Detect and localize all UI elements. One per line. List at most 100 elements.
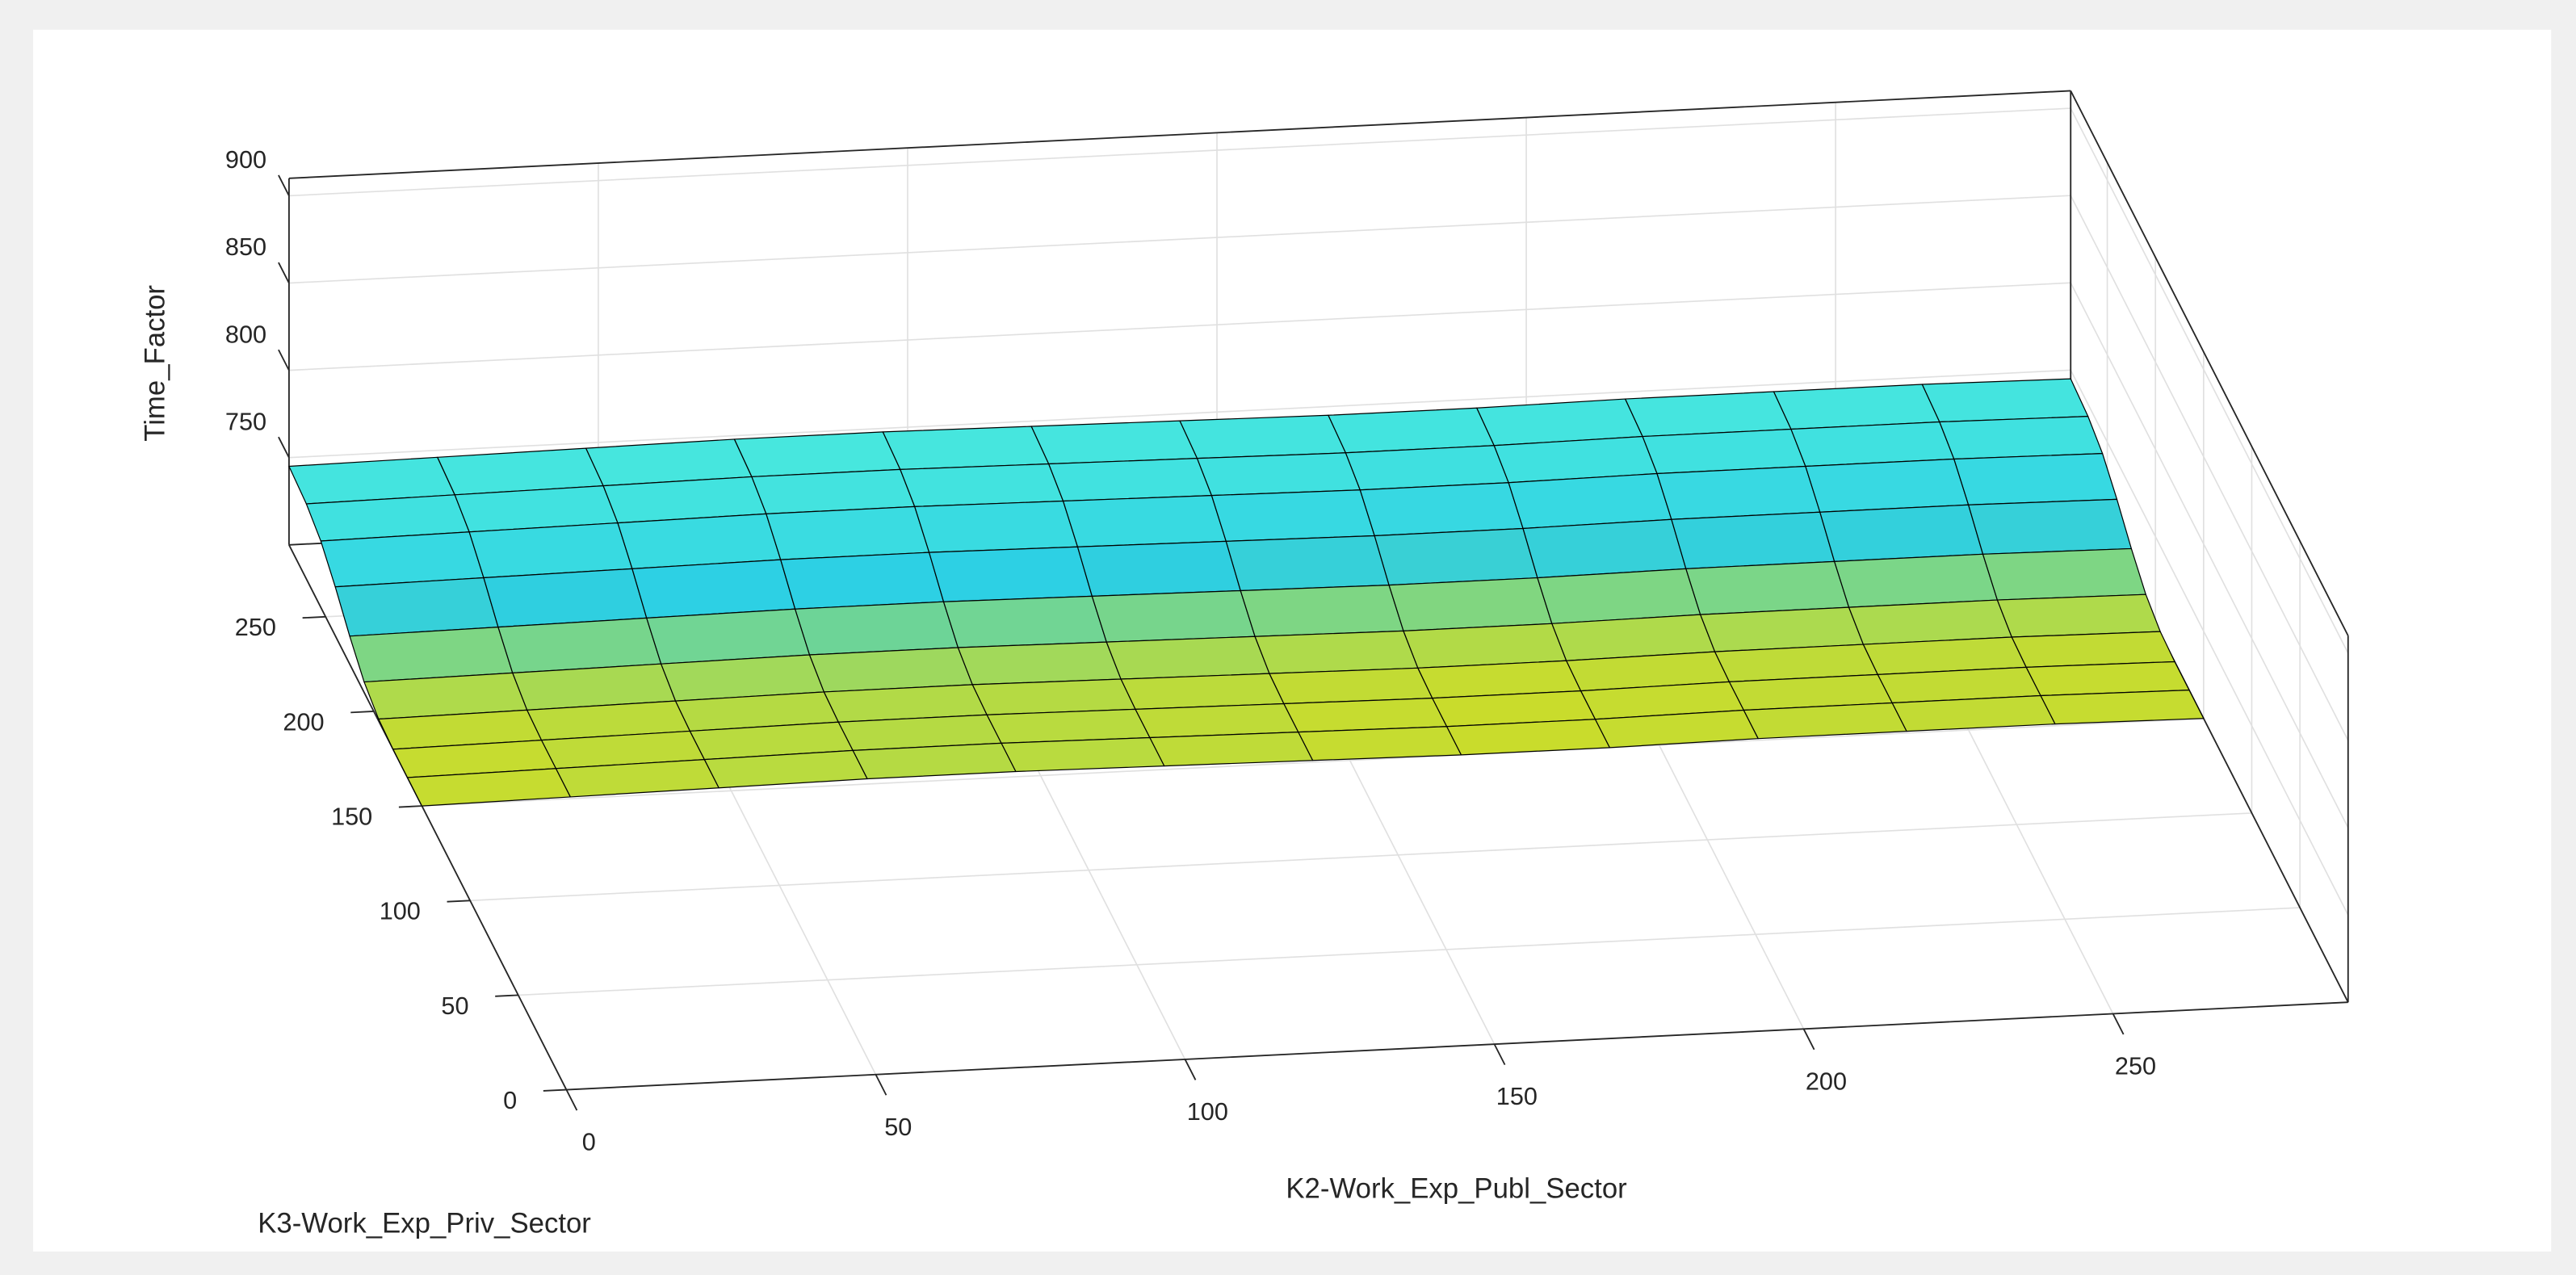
grid-line xyxy=(518,907,2301,996)
surface-patch xyxy=(1298,726,1462,761)
z-tick-label: 750 xyxy=(225,408,266,435)
surface-patch xyxy=(1848,599,2012,645)
surface-patch xyxy=(1149,732,1314,767)
surface-patch xyxy=(928,546,1093,602)
surface-patch xyxy=(808,647,973,693)
surface-patch xyxy=(1179,414,1347,459)
surface-patch xyxy=(1968,498,2132,555)
surface-patch xyxy=(1656,465,1821,520)
surface-patch xyxy=(1374,527,1538,586)
surface-patch xyxy=(1030,420,1198,465)
surface-patch xyxy=(1790,421,1955,468)
tick-mark xyxy=(278,436,290,459)
tick-mark xyxy=(278,174,290,196)
z-tick-label: 900 xyxy=(225,146,266,174)
surface-patch xyxy=(1671,511,1836,569)
surface-patch xyxy=(780,552,945,610)
x-tick-label: 250 xyxy=(2115,1053,2156,1080)
y-tick-label: 0 xyxy=(503,1087,517,1114)
surface-patch xyxy=(320,531,485,588)
surface-patch xyxy=(349,627,514,683)
surface-patch xyxy=(1537,568,1701,624)
surface-patch xyxy=(1254,630,1419,674)
grid-line xyxy=(288,107,2071,197)
surface-patch xyxy=(1982,547,2146,601)
surface-patch xyxy=(497,617,662,673)
x-tick-label: 200 xyxy=(1806,1067,1847,1095)
grid-line xyxy=(288,369,2071,459)
x-tick-label: 150 xyxy=(1496,1083,1538,1110)
grid-line xyxy=(288,195,2071,284)
surface-patch xyxy=(1921,378,2089,423)
surface-patch xyxy=(1834,553,1999,608)
box-edge xyxy=(288,544,568,1090)
tick-mark xyxy=(2112,1013,2125,1035)
y-axis-label: K3-Work_Exp_Priv_Sector xyxy=(258,1208,591,1239)
tick-mark xyxy=(565,1089,578,1111)
tick-mark xyxy=(278,262,290,283)
surface-patch xyxy=(1953,452,2118,505)
surface-patch xyxy=(2011,631,2175,668)
surface-patch xyxy=(1522,518,1687,579)
surface-patch xyxy=(733,431,901,478)
surface-patch xyxy=(1001,736,1165,773)
box-edge xyxy=(288,90,2071,179)
surface xyxy=(288,378,2205,807)
grid-line xyxy=(470,812,2252,902)
surface-patch xyxy=(1062,495,1227,547)
tick-mark xyxy=(302,615,326,619)
surface-patch xyxy=(1403,623,1567,669)
tick-mark xyxy=(278,349,290,371)
surface-patch xyxy=(1196,452,1361,497)
surface-patch xyxy=(1076,540,1241,597)
x-tick-label: 100 xyxy=(1187,1098,1228,1126)
surface-patch xyxy=(468,522,633,579)
grid-line xyxy=(2070,282,2349,828)
surface-patch xyxy=(1773,384,1940,430)
x-tick-label: 50 xyxy=(884,1114,912,1141)
surface-patch xyxy=(766,505,930,560)
surface-patch xyxy=(1388,577,1553,631)
surface-patch xyxy=(1225,535,1390,592)
z-tick-label: 850 xyxy=(225,233,266,261)
grid-line xyxy=(2070,369,2349,916)
surface-patch xyxy=(2040,689,2205,725)
surface-patch xyxy=(1345,445,1509,491)
surface-patch xyxy=(942,595,1107,648)
z-axis-label: Time_Factor xyxy=(140,285,170,442)
tick-mark xyxy=(543,1088,567,1092)
tick-mark xyxy=(350,711,374,714)
surface-patch xyxy=(1359,482,1524,537)
grid-line xyxy=(288,282,2071,371)
ticks: 750 800 850 900 0 50 100 150 200 250 0 50 100 150 200 2… xyxy=(225,146,2156,1155)
surface-patch xyxy=(1819,504,1984,562)
surface-patch xyxy=(1508,472,1672,530)
surface-patch xyxy=(751,468,916,514)
surface-patch xyxy=(971,678,1136,715)
surface-patch xyxy=(957,641,1122,686)
box-edge xyxy=(2070,90,2349,636)
grid-line xyxy=(422,717,2204,807)
tick-mark xyxy=(1802,1028,1815,1051)
grid-line xyxy=(2070,195,2349,741)
surface-patch xyxy=(1328,407,1495,454)
tick-mark xyxy=(495,994,518,997)
surface-patch xyxy=(1120,673,1285,710)
surface-patch xyxy=(617,513,782,569)
surface-patch xyxy=(1685,560,1850,615)
surface-patch xyxy=(1048,458,1213,502)
tick-mark xyxy=(1493,1043,1506,1066)
surface-patch xyxy=(1805,458,1970,513)
surface-patch xyxy=(1210,489,1375,542)
surface-patch xyxy=(1625,391,1792,438)
surface-patch xyxy=(900,463,1064,507)
y-tick-label: 150 xyxy=(331,803,372,831)
tick-mark xyxy=(1184,1059,1197,1080)
y-tick-label: 100 xyxy=(380,898,421,925)
box-edge xyxy=(566,1001,2348,1091)
surface-patch xyxy=(882,426,1050,471)
y-tick-label: 200 xyxy=(283,708,324,736)
x-tick-label: 0 xyxy=(582,1129,596,1156)
surface-patch xyxy=(631,559,796,619)
